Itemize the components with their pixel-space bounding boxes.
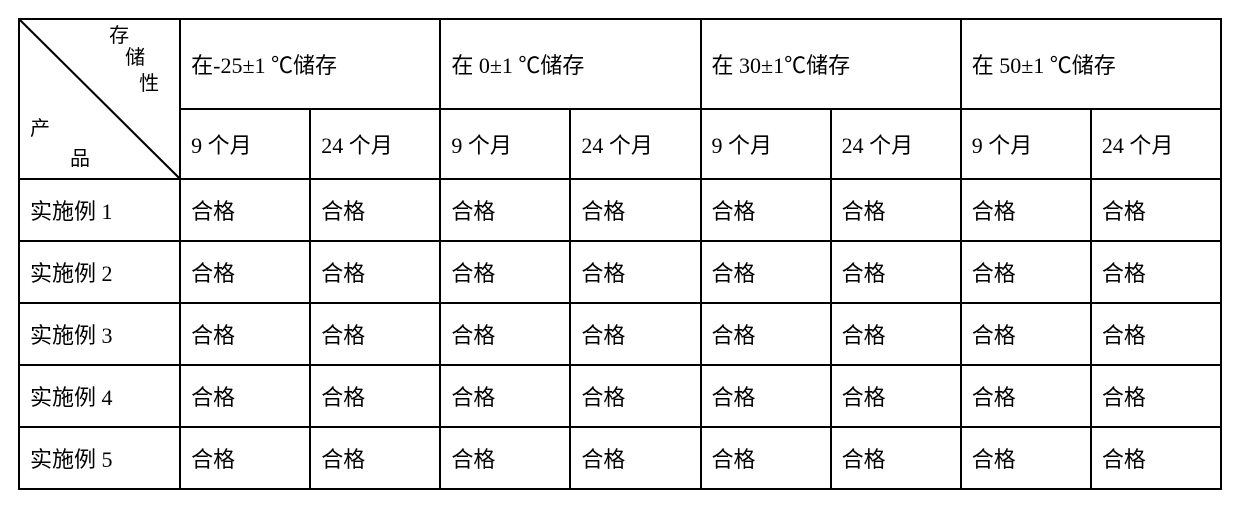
cell: 合格 (310, 303, 440, 365)
cell: 合格 (310, 365, 440, 427)
cell: 合格 (180, 427, 310, 489)
table-header-row-1: 存 储 性 产 品 在-25±1 ℃储存 在 0±1 ℃储存 在 30±1℃储存… (19, 19, 1221, 109)
cell: 合格 (310, 241, 440, 303)
sub-header: 24 个月 (310, 109, 440, 179)
cell: 合格 (570, 179, 700, 241)
cell: 合格 (1091, 241, 1221, 303)
diag-lower-char-2: 品 (70, 149, 90, 170)
cell: 合格 (310, 427, 440, 489)
cell: 合格 (831, 427, 961, 489)
cell: 合格 (440, 303, 570, 365)
cell: 合格 (180, 241, 310, 303)
cell: 合格 (570, 365, 700, 427)
cell: 合格 (831, 303, 961, 365)
table-row: 实施例 2 合格 合格 合格 合格 合格 合格 合格 合格 (19, 241, 1221, 303)
cell: 合格 (440, 427, 570, 489)
row-label: 实施例 3 (19, 303, 180, 365)
row-label: 实施例 1 (19, 179, 180, 241)
diag-upper-char-3: 性 (139, 74, 159, 95)
cell: 合格 (180, 303, 310, 365)
page: 存 储 性 产 品 在-25±1 ℃储存 在 0±1 ℃储存 在 30±1℃储存… (0, 0, 1240, 513)
cell: 合格 (961, 365, 1091, 427)
sub-header: 24 个月 (831, 109, 961, 179)
table-header-row-2: 9 个月 24 个月 9 个月 24 个月 9 个月 24 个月 9 个月 24… (19, 109, 1221, 179)
cell: 合格 (1091, 427, 1221, 489)
diag-upper-char-1: 存 (109, 26, 129, 47)
cell: 合格 (1091, 365, 1221, 427)
cell: 合格 (961, 427, 1091, 489)
cell: 合格 (961, 179, 1091, 241)
diagonal-header-cell: 存 储 性 产 品 (19, 19, 180, 179)
cell: 合格 (570, 241, 700, 303)
row-label: 实施例 5 (19, 427, 180, 489)
row-label: 实施例 4 (19, 365, 180, 427)
cell: 合格 (831, 365, 961, 427)
cell: 合格 (440, 365, 570, 427)
sub-header: 9 个月 (180, 109, 310, 179)
table-row: 实施例 1 合格 合格 合格 合格 合格 合格 合格 合格 (19, 179, 1221, 241)
cell: 合格 (701, 179, 831, 241)
cell: 合格 (570, 303, 700, 365)
diagonal-line-icon (20, 20, 179, 178)
cell: 合格 (440, 241, 570, 303)
cell: 合格 (180, 365, 310, 427)
cell: 合格 (440, 179, 570, 241)
cell: 合格 (1091, 179, 1221, 241)
diag-upper-char-2: 储 (125, 48, 145, 69)
group-header: 在 0±1 ℃储存 (440, 19, 700, 109)
table-row: 实施例 4 合格 合格 合格 合格 合格 合格 合格 合格 (19, 365, 1221, 427)
cell: 合格 (1091, 303, 1221, 365)
cell: 合格 (701, 365, 831, 427)
group-header: 在 50±1 ℃储存 (961, 19, 1221, 109)
table-row: 实施例 5 合格 合格 合格 合格 合格 合格 合格 合格 (19, 427, 1221, 489)
group-header: 在 30±1℃储存 (701, 19, 961, 109)
sub-header: 9 个月 (440, 109, 570, 179)
cell: 合格 (961, 241, 1091, 303)
sub-header: 24 个月 (1091, 109, 1221, 179)
sub-header: 24 个月 (570, 109, 700, 179)
table-row: 实施例 3 合格 合格 合格 合格 合格 合格 合格 合格 (19, 303, 1221, 365)
cell: 合格 (701, 241, 831, 303)
sub-header: 9 个月 (961, 109, 1091, 179)
cell: 合格 (961, 303, 1091, 365)
cell: 合格 (570, 427, 700, 489)
row-label: 实施例 2 (19, 241, 180, 303)
cell: 合格 (701, 427, 831, 489)
cell: 合格 (831, 241, 961, 303)
cell: 合格 (701, 303, 831, 365)
group-header: 在-25±1 ℃储存 (180, 19, 440, 109)
cell: 合格 (310, 179, 440, 241)
diag-lower-char-1: 产 (30, 119, 50, 140)
sub-header: 9 个月 (701, 109, 831, 179)
storage-table: 存 储 性 产 品 在-25±1 ℃储存 在 0±1 ℃储存 在 30±1℃储存… (18, 18, 1222, 490)
cell: 合格 (831, 179, 961, 241)
cell: 合格 (180, 179, 310, 241)
